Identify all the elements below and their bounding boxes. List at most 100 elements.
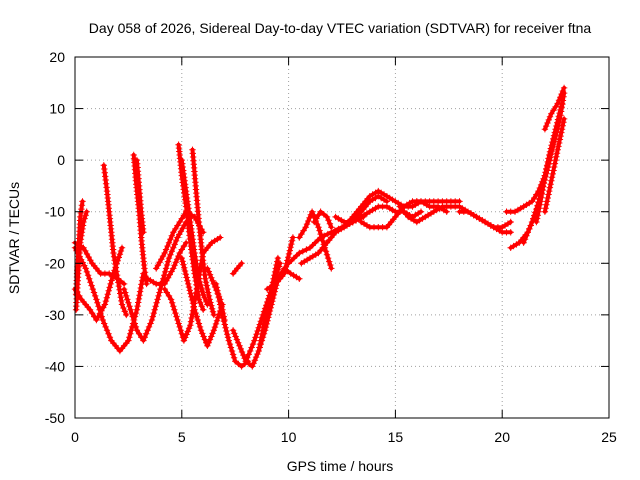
y-tick-label: 0 — [57, 152, 65, 168]
data-point-marker — [192, 293, 199, 300]
data-point-marker — [247, 347, 254, 355]
data-point-marker — [199, 253, 206, 260]
data-point-marker — [124, 296, 131, 303]
data-point-marker — [112, 264, 120, 271]
data-point-marker — [206, 336, 214, 343]
data-point-marker — [281, 267, 289, 274]
data-point-marker — [299, 248, 306, 255]
data-point-marker — [233, 336, 241, 343]
data-point-marker — [303, 246, 310, 253]
data-point-marker — [165, 292, 173, 300]
data-point-marker — [128, 327, 135, 334]
data-point-marker — [315, 212, 322, 219]
data-point-marker — [162, 268, 169, 276]
data-point-marker — [143, 280, 150, 288]
data-point-marker — [186, 287, 193, 294]
data-point-marker — [217, 301, 224, 308]
data-point-marker — [240, 351, 247, 359]
data-point-marker — [106, 284, 113, 291]
data-point-marker — [152, 303, 159, 310]
data-point-marker — [170, 244, 177, 251]
data-point-marker — [533, 218, 540, 226]
data-point-marker — [232, 333, 239, 340]
data-point-marker — [164, 242, 171, 250]
data-point-marker — [205, 268, 212, 275]
data-point-marker — [137, 284, 144, 292]
data-point-marker — [147, 320, 154, 327]
data-point-marker — [183, 274, 190, 281]
data-point-marker — [261, 305, 269, 312]
data-point-marker — [315, 224, 322, 231]
data-point-marker — [80, 218, 87, 226]
data-point-marker — [538, 194, 545, 201]
data-point-marker — [180, 261, 187, 268]
data-point-marker — [185, 325, 193, 332]
data-point-marker — [110, 253, 118, 260]
data-point-marker — [555, 97, 563, 104]
data-point-marker — [281, 270, 288, 277]
data-point-marker — [192, 253, 199, 260]
data-point-marker — [268, 301, 275, 308]
data-point-marker — [118, 297, 125, 305]
data-point-marker — [328, 224, 335, 231]
data-point-marker — [541, 172, 549, 179]
data-point-marker — [552, 156, 559, 164]
data-point-marker — [197, 299, 204, 306]
data-point-marker — [175, 320, 182, 327]
data-point-marker — [181, 267, 189, 275]
data-point-marker — [300, 227, 307, 234]
series-line — [145, 240, 189, 286]
data-point-marker — [319, 237, 326, 245]
data-point-marker — [116, 286, 123, 293]
data-point-marker — [167, 236, 174, 243]
data-point-marker — [206, 296, 213, 303]
data-point-marker — [553, 153, 560, 160]
data-point-marker — [141, 265, 148, 272]
data-point-marker — [536, 205, 543, 212]
data-point-marker — [87, 279, 94, 286]
data-point-marker — [140, 229, 147, 236]
data-point-marker — [251, 357, 259, 364]
data-point-marker — [211, 323, 219, 331]
data-point-marker — [544, 119, 551, 127]
data-point-marker — [167, 251, 174, 258]
data-point-marker — [184, 277, 191, 284]
data-point-marker — [257, 340, 264, 348]
data-point-marker — [526, 225, 533, 233]
data-point-marker — [183, 331, 190, 338]
data-point-marker — [296, 234, 303, 241]
data-point-marker — [548, 177, 555, 184]
data-point-marker — [324, 254, 332, 262]
data-point-marker — [274, 254, 282, 262]
y-tick-label: -10 — [45, 204, 65, 220]
data-point-marker — [78, 229, 86, 236]
x-tick-label: 15 — [388, 429, 404, 445]
data-point-marker — [259, 334, 267, 341]
data-point-marker — [171, 262, 178, 269]
data-point-marker — [265, 311, 273, 318]
series-sat-am — [541, 115, 568, 215]
data-point-marker — [208, 274, 215, 281]
data-point-marker — [79, 198, 86, 205]
data-point-marker — [215, 294, 222, 301]
data-point-marker — [328, 265, 335, 272]
axes-layer — [74, 56, 610, 419]
data-point-marker — [318, 234, 325, 241]
data-point-marker — [224, 331, 231, 338]
data-point-marker — [559, 87, 567, 95]
data-point-marker — [270, 291, 278, 299]
data-point-marker — [180, 337, 188, 344]
data-point-marker — [103, 294, 110, 301]
data-point-marker — [539, 187, 546, 194]
data-point-marker — [191, 300, 198, 307]
data-point-marker — [545, 191, 552, 198]
data-point-marker — [170, 265, 177, 272]
data-point-marker — [327, 261, 334, 269]
series-sat-w — [264, 234, 297, 293]
data-point-marker — [537, 198, 544, 205]
data-point-marker — [174, 222, 181, 229]
data-point-marker — [194, 316, 201, 324]
data-point-marker — [507, 218, 514, 226]
data-point-marker — [316, 227, 323, 234]
data-point-marker — [188, 314, 195, 322]
